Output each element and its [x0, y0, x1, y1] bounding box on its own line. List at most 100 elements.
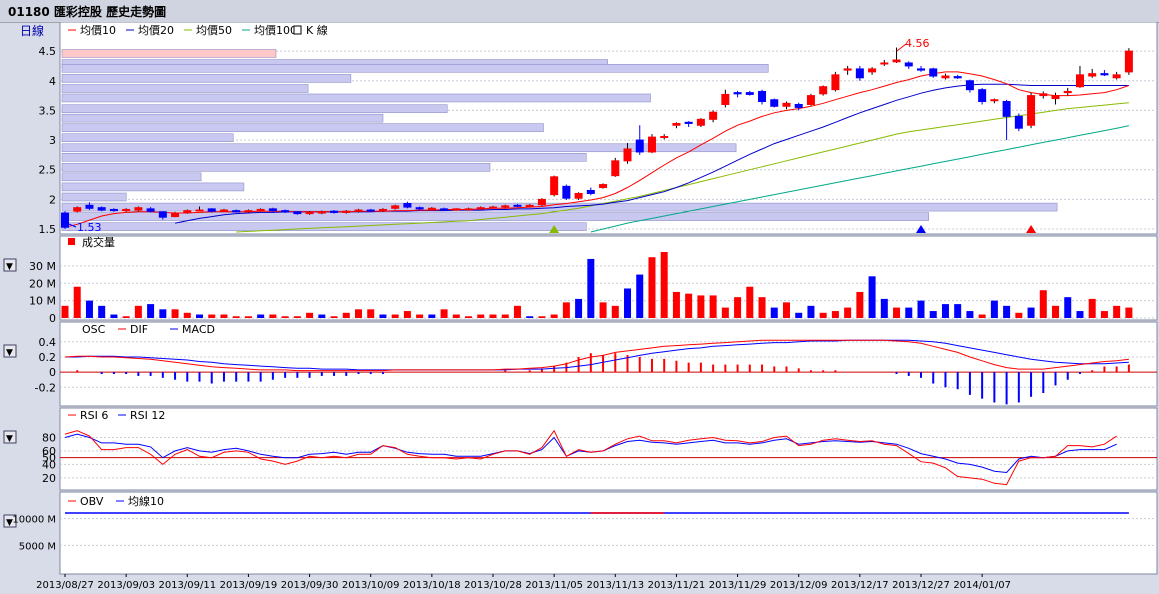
volume-bar: [697, 295, 705, 318]
collapse-obv-button[interactable]: [3, 514, 17, 528]
candle: [562, 185, 571, 199]
x-tick-label: 2014/01/07: [953, 580, 1011, 591]
candle: [647, 136, 656, 153]
volume-bar: [1125, 307, 1133, 318]
volume-bar: [660, 252, 668, 318]
chart-title: 01180 匯彩控股 歷史走勢圖: [8, 5, 167, 19]
collapse-macd-button[interactable]: [3, 344, 17, 358]
volume-bar: [342, 312, 350, 318]
macd-tick-label: 0.2: [39, 351, 57, 364]
volume-profile-bar: [61, 93, 651, 103]
legend-item: 均價10: [80, 23, 116, 37]
candle: [1039, 93, 1048, 97]
volume-bar: [293, 316, 301, 318]
volume-tick-label: 30 M: [29, 260, 56, 273]
volume-bar: [159, 309, 167, 318]
volume-bar: [61, 305, 69, 318]
volume-bar: [709, 295, 717, 318]
volume-bar: [856, 291, 864, 318]
candle: [1112, 74, 1121, 79]
candle: [623, 148, 632, 162]
candle: [73, 207, 82, 212]
volume-profile-bar: [61, 182, 245, 192]
volume-bar: [978, 314, 986, 318]
candle: [770, 99, 779, 107]
volume-bar: [1015, 312, 1023, 318]
candle: [293, 211, 302, 215]
volume-bar: [966, 311, 974, 318]
volume-bar: [941, 304, 949, 318]
macd-line: [65, 339, 1129, 371]
candle: [782, 102, 791, 107]
candle: [146, 208, 155, 212]
candle: [929, 68, 938, 77]
volume-bar: [244, 316, 252, 318]
candle: [611, 160, 620, 177]
candle: [696, 118, 705, 126]
legend-item: 均線10: [128, 494, 164, 508]
volume-bar: [354, 309, 362, 318]
candle: [464, 208, 473, 211]
candle: [268, 208, 277, 212]
rsi-tick-label: 20: [42, 472, 56, 485]
candle: [660, 136, 669, 139]
candle: [599, 184, 608, 189]
volume-tick-label: 10 M: [29, 295, 56, 308]
ma50-line: [236, 102, 1129, 233]
volume-bar: [465, 316, 473, 318]
volume-bar: [685, 293, 693, 318]
legend-item: OBV: [80, 495, 104, 508]
signal-marker: [549, 225, 560, 233]
candle: [109, 208, 118, 212]
candle: [207, 208, 216, 212]
legend-item: K 線: [306, 23, 328, 37]
candle: [415, 207, 424, 210]
legend-item: RSI 6: [80, 409, 108, 422]
candle: [819, 86, 828, 95]
title-bar: 01180 匯彩控股 歷史走勢圖: [0, 0, 1159, 23]
volume-bar: [477, 314, 485, 318]
low-annotation: 1.53: [77, 221, 102, 234]
volume-bar: [721, 307, 729, 318]
price-tick-label: 2: [49, 193, 56, 206]
volume-bar: [428, 314, 436, 318]
volume-bar: [73, 286, 81, 318]
legend-item: DIF: [130, 323, 148, 336]
candle: [709, 111, 718, 120]
candle: [635, 139, 644, 153]
candle: [256, 208, 265, 211]
volume-bar: [306, 312, 314, 318]
legend-swatch: [68, 238, 75, 245]
candle: [1014, 115, 1023, 129]
volume-bar: [758, 297, 766, 318]
collapse-volume-button[interactable]: [3, 258, 17, 272]
volume-bar: [819, 312, 827, 318]
candle: [1063, 90, 1072, 94]
candle: [892, 59, 901, 63]
obv-tick-label: 5000 M: [19, 541, 56, 552]
volume-bar: [575, 298, 583, 318]
candle: [305, 211, 314, 215]
volume-bar: [587, 258, 595, 318]
candle: [831, 74, 840, 91]
candle: [403, 203, 412, 208]
volume-profile-bar: [61, 104, 448, 113]
candle: [183, 210, 192, 213]
volume-bar: [1052, 305, 1060, 318]
candle: [868, 68, 877, 73]
candle: [745, 92, 754, 95]
price-tick-label: 1.5: [39, 223, 57, 236]
volume-bar: [1088, 298, 1096, 318]
candle: [61, 212, 69, 228]
volume-bar: [367, 309, 375, 318]
volume-bar: [636, 274, 644, 318]
x-tick-label: 2013/11/13: [586, 580, 644, 591]
candle: [574, 192, 583, 199]
collapse-macd-icon: ▼: [6, 348, 13, 358]
collapse-rsi-button[interactable]: [3, 430, 17, 444]
volume-profile-bar: [61, 222, 587, 231]
candle: [794, 103, 803, 108]
volume-bar: [599, 302, 607, 318]
legend-item: MACD: [182, 323, 215, 336]
